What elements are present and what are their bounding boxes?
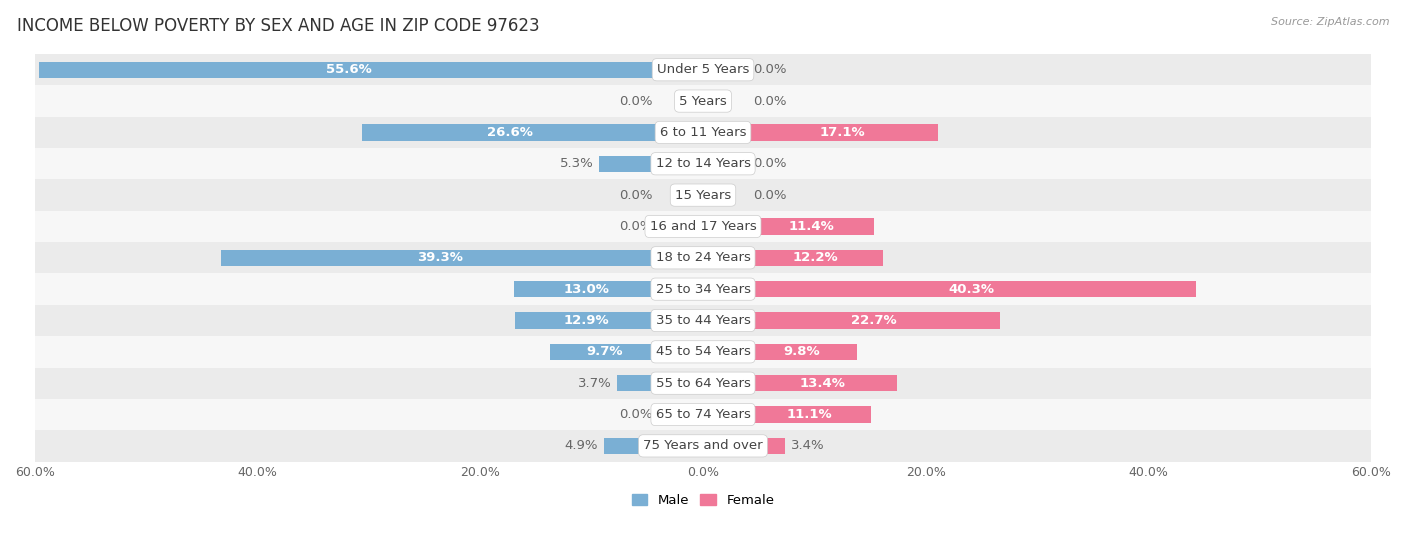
Text: 16 and 17 Years: 16 and 17 Years [650,220,756,233]
Text: 0.0%: 0.0% [620,189,652,201]
Text: 0.0%: 0.0% [620,220,652,233]
Text: 26.6%: 26.6% [488,126,533,139]
Text: 25 to 34 Years: 25 to 34 Years [655,283,751,296]
Text: 39.3%: 39.3% [416,251,463,264]
Bar [748,249,883,266]
Text: 4.9%: 4.9% [565,439,599,453]
Bar [35,399,1371,430]
Bar [35,54,1371,85]
Text: 5.3%: 5.3% [560,157,593,170]
Bar [513,281,658,297]
Bar [35,117,1371,148]
Text: 0.0%: 0.0% [754,94,786,108]
Legend: Male, Female: Male, Female [626,488,780,512]
Bar [748,218,875,234]
Text: 15 Years: 15 Years [675,189,731,201]
Bar [748,344,856,360]
Bar [35,85,1371,117]
Text: Under 5 Years: Under 5 Years [657,63,749,76]
Text: 13.0%: 13.0% [564,283,609,296]
Text: 12.2%: 12.2% [793,251,838,264]
Text: 18 to 24 Years: 18 to 24 Years [655,251,751,264]
Text: 17.1%: 17.1% [820,126,866,139]
Bar [35,242,1371,273]
Bar [599,156,658,172]
Text: 65 to 74 Years: 65 to 74 Years [655,408,751,421]
Bar [35,368,1371,399]
Text: 40.3%: 40.3% [949,283,995,296]
Bar [363,124,658,141]
Bar [551,344,658,360]
Text: 9.8%: 9.8% [783,345,821,358]
Text: 13.4%: 13.4% [799,377,845,389]
Text: 0.0%: 0.0% [620,94,652,108]
Text: 45 to 54 Years: 45 to 54 Years [655,345,751,358]
Text: Source: ZipAtlas.com: Source: ZipAtlas.com [1271,17,1389,27]
Bar [617,375,658,391]
Text: INCOME BELOW POVERTY BY SEX AND AGE IN ZIP CODE 97623: INCOME BELOW POVERTY BY SEX AND AGE IN Z… [17,17,540,35]
Text: 12 to 14 Years: 12 to 14 Years [655,157,751,170]
Text: 12.9%: 12.9% [564,314,609,327]
Bar [35,148,1371,180]
Text: 6 to 11 Years: 6 to 11 Years [659,126,747,139]
Bar [748,437,786,454]
Text: 0.0%: 0.0% [754,157,786,170]
Text: 0.0%: 0.0% [620,408,652,421]
Bar [39,61,658,78]
Text: 11.4%: 11.4% [789,220,834,233]
Text: 11.1%: 11.1% [786,408,832,421]
Text: 5 Years: 5 Years [679,94,727,108]
Text: 9.7%: 9.7% [586,345,623,358]
Text: 0.0%: 0.0% [754,189,786,201]
Bar [35,430,1371,461]
Text: 3.4%: 3.4% [792,439,824,453]
Text: 22.7%: 22.7% [851,314,897,327]
Bar [748,406,872,422]
Text: 55 to 64 Years: 55 to 64 Years [655,377,751,389]
Bar [748,124,938,141]
Text: 35 to 44 Years: 35 to 44 Years [655,314,751,327]
Text: 3.7%: 3.7% [578,377,612,389]
Bar [35,180,1371,211]
Text: 75 Years and over: 75 Years and over [643,439,763,453]
Bar [748,281,1197,297]
Text: 55.6%: 55.6% [326,63,371,76]
Bar [35,336,1371,368]
Bar [748,375,897,391]
Bar [35,273,1371,305]
Bar [221,249,658,266]
Bar [748,312,1000,329]
Bar [35,305,1371,336]
Bar [35,211,1371,242]
Bar [605,437,658,454]
Bar [515,312,658,329]
Text: 0.0%: 0.0% [754,63,786,76]
